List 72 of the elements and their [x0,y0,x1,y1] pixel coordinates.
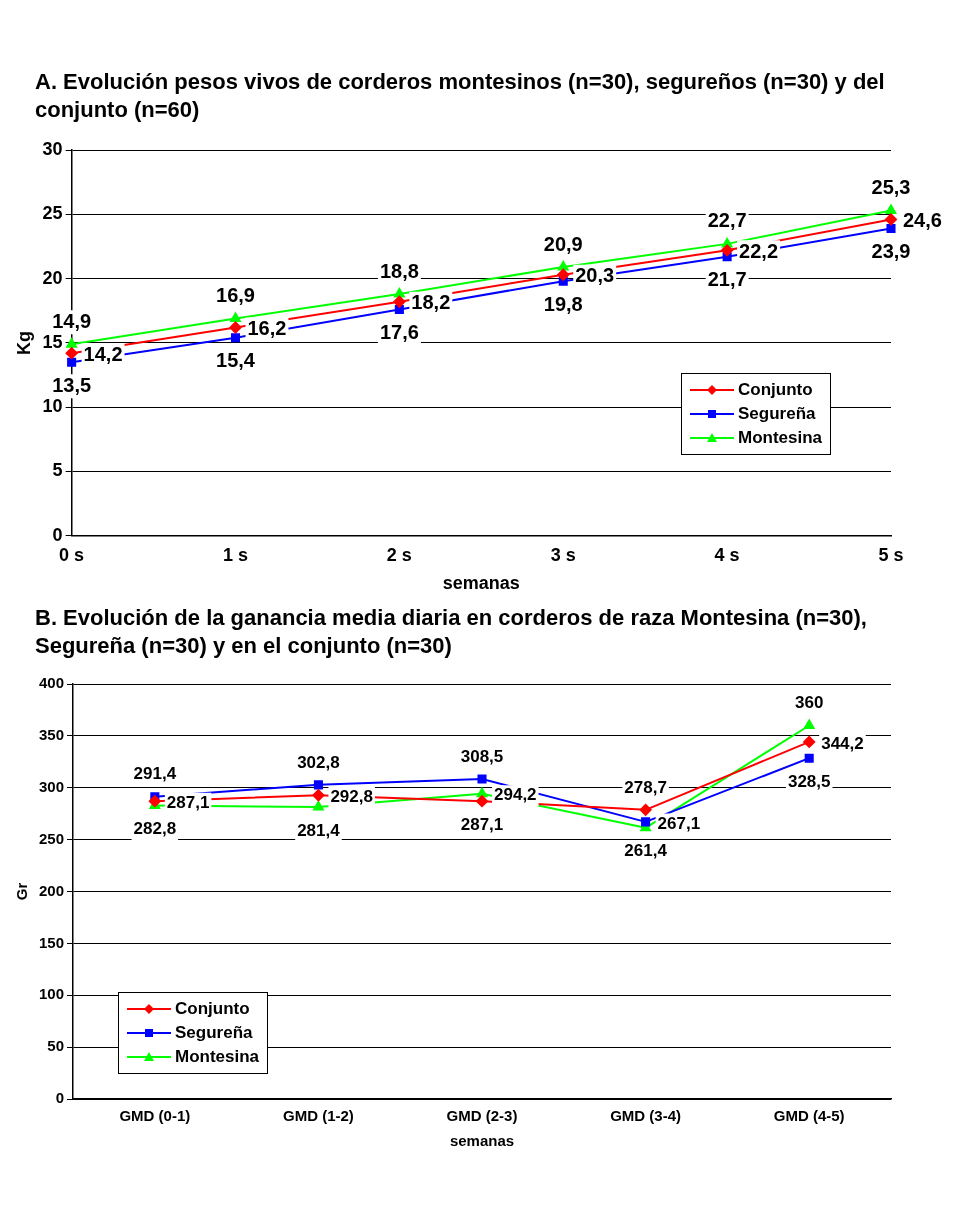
x-axis-title: semanas [442,573,520,594]
data-label: 291,4 [133,764,177,784]
y-tick-label: 30 [42,138,63,159]
y-tick-label: 10 [42,396,63,417]
data-label: 287,1 [460,814,504,834]
x-tick-label: GMD (3-4) [610,1107,682,1125]
data-label: 16,2 [247,316,287,339]
legend-label: Montesina [738,427,823,448]
y-tick-label: 25 [42,203,63,224]
x-tick-label: GMD (4-5) [773,1107,845,1125]
y-tick-label: 50 [47,1037,65,1055]
y-tick-label: 150 [39,933,65,951]
chart-title: B. Evolución de la ganancia media diaria en corderos de raza Montesina (n=30), Segureña (n=30) y en el conjunto (n=30) [34,604,868,660]
data-label: 18,8 [379,259,419,282]
data-label: 22,7 [707,209,747,232]
y-tick-label: 0 [55,1089,65,1107]
y-tick-label: 200 [39,881,65,899]
data-label: 328,5 [787,771,831,791]
x-tick-label: 3 s [550,544,576,565]
data-label: 23,9 [871,239,911,262]
data-label: 21,7 [707,268,747,291]
data-label: 17,6 [379,320,419,343]
x-tick-label: 1 s [222,544,249,565]
y-tick-label: 0 [52,524,63,545]
data-label: 20,3 [575,264,615,287]
y-tick-label: 100 [39,985,65,1003]
data-label: 14,2 [83,342,123,365]
y-tick-label: 15 [42,331,63,352]
data-label: 20,9 [543,232,583,255]
data-label: 15,4 [216,349,256,372]
data-label: 267,1 [657,813,701,833]
y-tick-label: 250 [39,829,65,847]
data-label: 19,8 [543,292,583,315]
y-tick-label: 5 [52,460,63,481]
x-tick-label: 5 s [878,544,904,565]
data-label: 360 [795,693,824,713]
y-tick-label: 350 [39,726,65,744]
chart-title: A. Evolución pesos vivos de corderos montesinos (n=30), segureños (n=30) y del conjunto (n=60) [34,68,886,124]
data-label: 282,8 [133,819,177,839]
x-tick-label: GMD (2-3) [446,1107,518,1125]
data-label: 287,1 [166,792,210,812]
x-tick-label: GMD (0-1) [119,1107,191,1125]
data-label: 308,5 [460,746,504,766]
y-axis-title: Kg [13,330,34,355]
data-label: 278,7 [624,777,667,797]
data-label: 292,8 [330,786,373,806]
data-label: 294,2 [494,785,537,805]
y-tick-label: 300 [39,777,65,795]
data-label: 16,9 [216,283,255,306]
legend-label: Segureña [738,403,816,424]
data-label: 281,4 [297,820,341,840]
legend-label: Conjunto [175,999,250,1019]
x-tick-label: 0 s [59,544,85,565]
data-label: 302,8 [297,752,340,772]
data-label: 344,2 [821,733,864,753]
data-label: 24,6 [903,208,942,231]
legend-label: Conjunto [738,379,813,400]
data-label: 22,2 [739,239,779,262]
data-label: 13,5 [52,373,92,396]
legend-label: Montesina [175,1047,260,1067]
x-tick-label: 4 s [714,544,740,565]
y-tick-label: 20 [42,267,63,288]
y-axis-title: Gr [13,882,31,901]
x-axis-title: semanas [449,1132,515,1150]
x-tick-label: 2 s [386,544,412,565]
legend-label: Segureña [175,1023,253,1043]
data-label: 25,3 [871,175,911,198]
data-label: 18,2 [411,291,451,314]
data-label: 261,4 [624,841,668,861]
y-tick-label: 400 [39,674,65,692]
x-tick-label: GMD (1-2) [283,1107,354,1125]
data-label: 14,9 [52,309,92,332]
